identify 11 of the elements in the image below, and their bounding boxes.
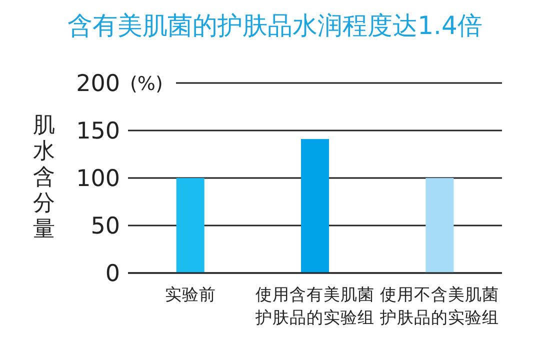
x-tick-label: 实验前 — [164, 285, 216, 304]
x-tick-label: 使用含有美肌菌护肤品的实验组 — [254, 285, 374, 327]
y-tick-label: 200 — [76, 71, 120, 97]
y-tick-label: 0 — [105, 261, 120, 287]
y-tick-label: 50 — [90, 214, 120, 240]
y-axis-title: 肌水含分量 — [33, 113, 55, 242]
y-tick-label: 100 — [76, 166, 120, 192]
annotation: (%) — [130, 73, 163, 95]
y-tick-label: 150 — [76, 118, 120, 144]
chart-title: 含有美肌菌的护肤品水润程度达1.4倍 — [68, 11, 482, 40]
x-tick-label: 使用不含美肌菌护肤品的实验组 — [379, 285, 500, 327]
